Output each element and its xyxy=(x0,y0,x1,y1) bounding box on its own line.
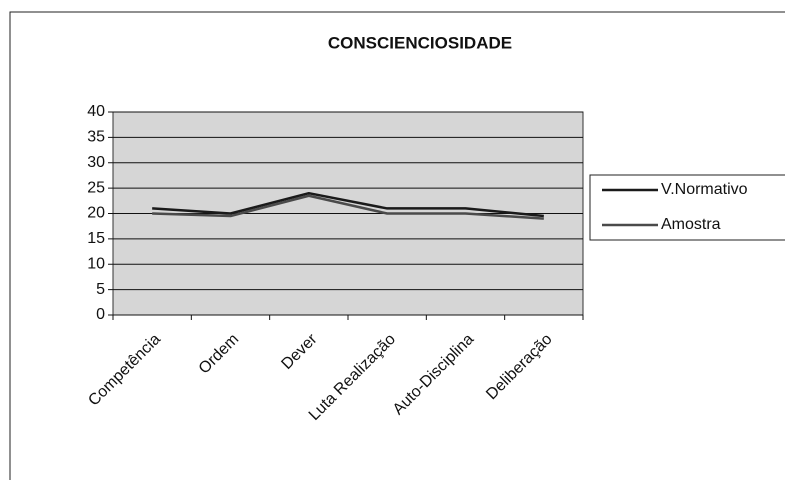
y-tick-label: 20 xyxy=(87,205,105,222)
series-line xyxy=(152,191,544,218)
legend-label: V.Normativo xyxy=(661,181,748,198)
chart-title: CONSCIENCIOSIDADE xyxy=(328,33,512,52)
y-tick-label: 35 xyxy=(87,129,105,146)
y-tick-label: 5 xyxy=(96,281,105,298)
y-tick-label: 0 xyxy=(96,306,105,323)
series-line xyxy=(152,194,544,220)
y-tick-label: 30 xyxy=(87,154,105,171)
legend-label: Amostra xyxy=(661,216,721,233)
y-tick-label: 10 xyxy=(87,255,105,272)
y-tick-label: 40 xyxy=(87,103,105,120)
y-tick-label: 25 xyxy=(87,179,105,196)
y-tick-label: 15 xyxy=(87,230,105,247)
legend xyxy=(589,174,785,241)
